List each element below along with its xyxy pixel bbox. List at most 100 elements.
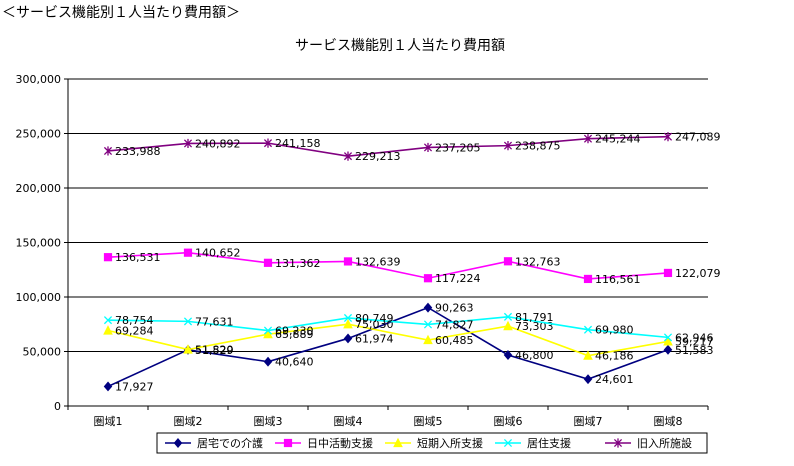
data-label: 229,213	[355, 150, 401, 163]
data-label: 78,754	[115, 314, 154, 327]
data-label: 117,224	[435, 272, 481, 285]
data-point	[503, 257, 513, 266]
data-point	[263, 356, 273, 367]
data-point	[663, 336, 673, 346]
legend-label: 居住支援	[527, 436, 571, 450]
data-label: 131,362	[275, 257, 321, 270]
data-label: 51,820	[195, 344, 234, 357]
x-category-label: 圏域1	[94, 415, 123, 428]
data-label: 69,230	[275, 325, 314, 338]
data-point	[183, 248, 193, 257]
y-tick-label: 200,000	[16, 182, 62, 195]
data-label: 46,186	[595, 350, 634, 363]
data-point	[423, 320, 433, 329]
data-label: 116,561	[595, 273, 641, 286]
y-tick-label: 150,000	[16, 237, 62, 250]
data-point	[183, 317, 193, 326]
series-line	[107, 306, 669, 388]
legend-marker	[173, 438, 183, 448]
data-label: 17,927	[115, 380, 154, 393]
data-point	[503, 320, 513, 331]
data-point	[423, 334, 433, 345]
x-category-label: 圏域8	[654, 415, 683, 428]
data-label: 40,640	[275, 356, 314, 369]
data-label: 237,205	[435, 141, 481, 154]
series-line	[107, 251, 669, 280]
legend-marker	[393, 437, 403, 448]
data-point	[343, 257, 353, 266]
data-point	[423, 274, 433, 283]
data-label: 69,980	[595, 324, 634, 337]
legend-item: 居宅での介護	[165, 436, 263, 450]
data-label: 136,531	[115, 251, 161, 264]
data-label: 132,763	[515, 255, 561, 268]
data-point	[583, 325, 593, 334]
y-tick-label: 0	[54, 400, 61, 413]
data-point	[103, 381, 113, 392]
series-line	[107, 323, 669, 357]
y-tick-label: 300,000	[16, 73, 62, 86]
data-label: 80,749	[355, 312, 394, 325]
y-tick-label: 50,000	[23, 346, 62, 359]
data-point	[263, 328, 273, 339]
series-3: 69,28451,82065,88975,03060,48573,30346,1…	[103, 318, 714, 363]
data-point	[583, 350, 593, 360]
data-label: 61,974	[355, 332, 394, 345]
data-point	[103, 146, 113, 156]
legend-item: 日中活動支援	[275, 436, 373, 450]
data-label: 60,485	[435, 334, 474, 347]
data-point	[343, 313, 353, 323]
data-label: 69,284	[115, 324, 154, 337]
legend-label: 旧入所施設	[637, 436, 692, 450]
data-point	[183, 344, 193, 354]
chart-title: サービス機能別１人当たり費用額	[295, 38, 505, 54]
x-category-label: 圏域3	[254, 415, 283, 428]
data-point	[183, 138, 193, 149]
data-point	[503, 141, 513, 151]
data-point	[583, 274, 593, 284]
data-label: 24,601	[595, 373, 634, 386]
x-category-label: 圏域5	[414, 415, 443, 428]
data-label: 238,875	[515, 140, 561, 153]
data-point	[263, 326, 273, 335]
x-category-label: 圏域7	[574, 415, 603, 428]
data-point	[663, 268, 673, 278]
x-category-label: 圏域2	[174, 415, 203, 428]
data-label: 132,639	[355, 255, 401, 268]
data-point	[103, 253, 113, 262]
data-label: 77,631	[195, 315, 234, 328]
series-4: 78,754 77,631 69,230 80,749 74,827 81,791 69,9…	[103, 311, 714, 344]
data-label: 245,244	[595, 133, 641, 146]
legend-label: 日中活動支援	[307, 436, 373, 450]
series-1: 17,92751,52940,64061,97490,26346,80024,6…	[103, 302, 714, 393]
data-label: 140,652	[195, 247, 241, 260]
data-point	[583, 374, 593, 385]
data-point	[663, 333, 673, 342]
data-label: 59,217	[675, 335, 714, 348]
series-line	[107, 316, 669, 339]
data-label: 62,946	[675, 331, 714, 344]
series-line	[107, 135, 669, 157]
legend-item: 短期入所支援	[385, 436, 483, 450]
y-tick-label: 250,000	[16, 128, 62, 141]
data-point	[423, 302, 433, 313]
data-label: 240,892	[195, 137, 241, 150]
data-label: 81,791	[515, 311, 554, 324]
data-point	[663, 132, 673, 142]
data-point	[423, 142, 433, 153]
page-heading: ＜サービス機能別１人当たり費用額＞	[2, 5, 240, 21]
legend-label: 短期入所支援	[417, 436, 483, 450]
series-5: 233,988 240,892 241,158 229,213 237,205 238,8…	[103, 131, 721, 163]
data-label: 233,988	[115, 145, 161, 158]
data-label: 65,889	[275, 328, 314, 341]
data-point	[343, 151, 353, 161]
legend-item: 旧入所施設	[605, 436, 692, 450]
data-point	[263, 138, 273, 148]
legend-box	[156, 432, 708, 454]
data-label: 46,800	[515, 349, 554, 362]
data-point	[103, 316, 113, 325]
legend-marker	[503, 438, 513, 448]
data-point	[263, 258, 273, 267]
data-point	[103, 325, 113, 335]
